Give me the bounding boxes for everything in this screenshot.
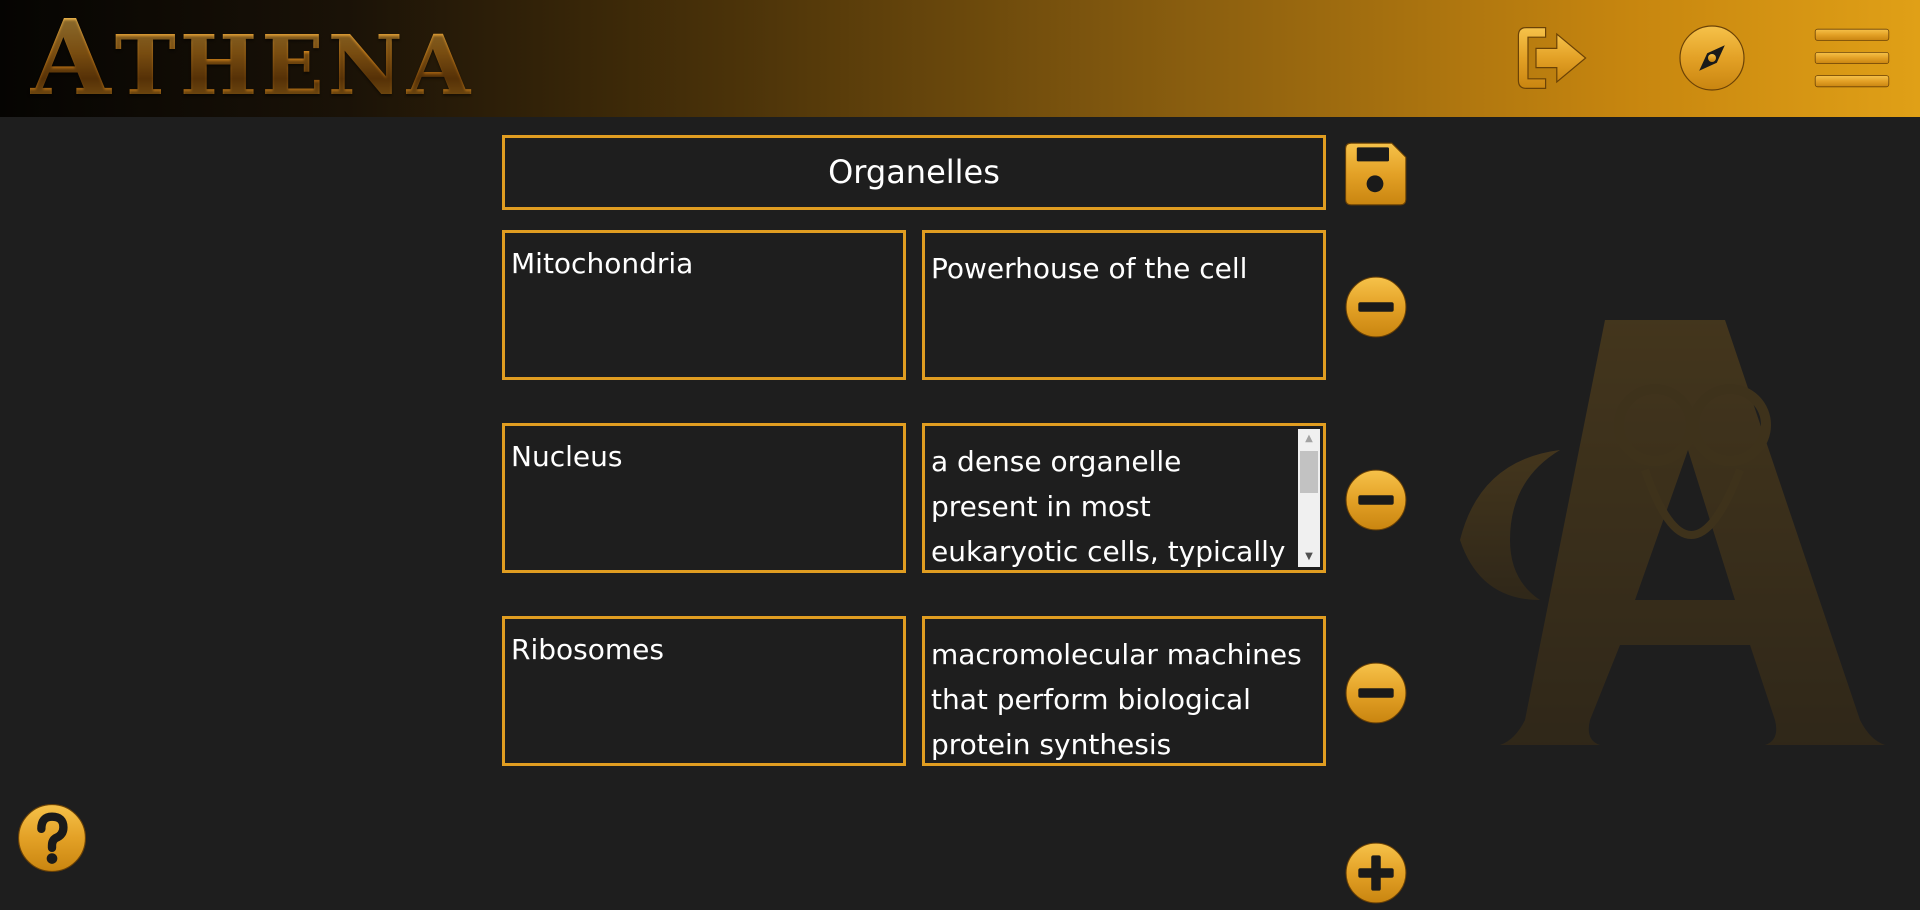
logo-rest: THENA	[114, 18, 475, 114]
plus-circle-icon	[1345, 842, 1407, 904]
floppy-disk-icon	[1345, 142, 1407, 206]
compass-icon[interactable]	[1672, 18, 1752, 98]
remove-card-button[interactable]	[1342, 273, 1410, 341]
scrollbar-thumb[interactable]	[1300, 451, 1318, 493]
top-header-bar: ATHENA	[0, 0, 1920, 117]
athena-watermark-logo	[1440, 300, 1900, 770]
card-term-field[interactable]: Nucleus	[502, 423, 906, 573]
card-definition-field[interactable]: Powerhouse of the cell	[922, 230, 1326, 380]
logo-initial: A	[30, 0, 115, 119]
scroll-down-arrow-icon[interactable]: ▼	[1305, 551, 1313, 562]
minus-circle-icon	[1345, 469, 1407, 531]
add-card-button[interactable]	[1342, 838, 1410, 908]
remove-card-button[interactable]	[1342, 659, 1410, 727]
scroll-up-arrow-icon[interactable]: ▲	[1305, 433, 1313, 444]
card-term-field[interactable]: Mitochondria	[502, 230, 906, 380]
athena-logo[interactable]: ATHENA	[30, 6, 474, 110]
card-term-field[interactable]: Ribosomes	[502, 616, 906, 766]
help-button[interactable]	[14, 800, 90, 876]
definition-scrollbar[interactable]: ▲ ▼	[1298, 429, 1320, 567]
card-definition-text: a dense organelle present in most eukary…	[931, 445, 1286, 568]
hamburger-menu-icon[interactable]	[1808, 18, 1896, 98]
card-definition-field[interactable]: macromolecular machines that perform bio…	[922, 616, 1326, 766]
logout-icon[interactable]	[1512, 18, 1592, 98]
save-button[interactable]	[1340, 138, 1410, 210]
minus-circle-icon	[1345, 276, 1407, 338]
minus-circle-icon	[1345, 662, 1407, 724]
remove-card-button[interactable]	[1342, 466, 1410, 534]
card-definition-field[interactable]: a dense organelle present in most eukary…	[922, 423, 1326, 573]
deck-title-field[interactable]: Organelles	[502, 135, 1326, 210]
question-mark-icon	[17, 803, 87, 873]
